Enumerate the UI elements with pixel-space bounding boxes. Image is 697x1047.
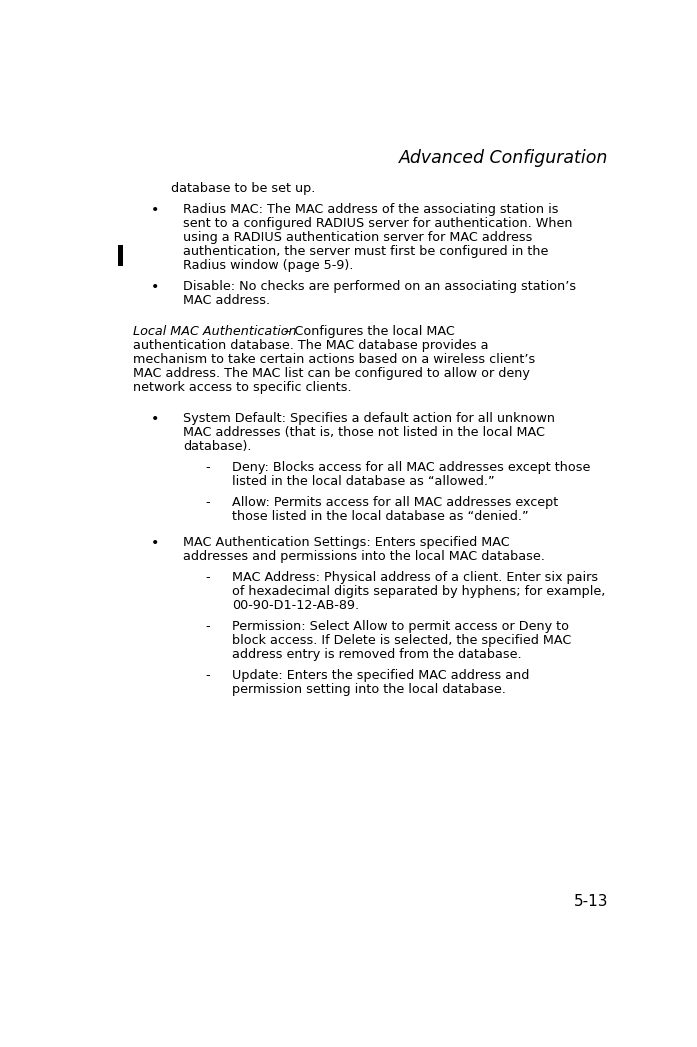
- Text: database to be set up.: database to be set up.: [171, 182, 315, 195]
- Text: database).: database).: [183, 440, 252, 453]
- Text: 00-90-D1-12-AB-89.: 00-90-D1-12-AB-89.: [232, 599, 359, 612]
- Text: authentication, the server must first be configured in the: authentication, the server must first be…: [183, 245, 549, 258]
- Text: -: -: [205, 620, 210, 633]
- Text: MAC Authentication Settings: Enters specified MAC: MAC Authentication Settings: Enters spec…: [183, 536, 510, 550]
- Text: using a RADIUS authentication server for MAC address: using a RADIUS authentication server for…: [183, 231, 533, 244]
- Text: permission setting into the local database.: permission setting into the local databa…: [232, 683, 506, 696]
- Text: System Default: Specifies a default action for all unknown: System Default: Specifies a default acti…: [183, 413, 556, 425]
- Text: -: -: [205, 669, 210, 682]
- Text: mechanism to take certain actions based on a wireless client’s: mechanism to take certain actions based …: [133, 353, 535, 366]
- Text: -: -: [205, 461, 210, 474]
- Text: addresses and permissions into the local MAC database.: addresses and permissions into the local…: [183, 550, 545, 563]
- Text: Deny: Blocks access for all MAC addresses except those: Deny: Blocks access for all MAC addresse…: [232, 461, 590, 474]
- Bar: [118, 245, 123, 266]
- Text: MAC Address: Physical address of a client. Enter six pairs: MAC Address: Physical address of a clien…: [232, 572, 598, 584]
- Text: Local MAC Authentication: Local MAC Authentication: [133, 326, 297, 338]
- Text: MAC addresses (that is, those not listed in the local MAC: MAC addresses (that is, those not listed…: [183, 426, 545, 439]
- Text: – Configures the local MAC: – Configures the local MAC: [280, 326, 455, 338]
- Text: Advanced Configuration: Advanced Configuration: [399, 149, 608, 168]
- Text: authentication database. The MAC database provides a: authentication database. The MAC databas…: [133, 339, 489, 352]
- Text: Update: Enters the specified MAC address and: Update: Enters the specified MAC address…: [232, 669, 529, 682]
- Text: •: •: [151, 280, 159, 294]
- Text: -: -: [205, 496, 210, 509]
- Text: •: •: [151, 536, 159, 551]
- Text: •: •: [151, 413, 159, 426]
- Text: Radius MAC: The MAC address of the associating station is: Radius MAC: The MAC address of the assoc…: [183, 203, 559, 216]
- Text: -: -: [205, 572, 210, 584]
- Text: •: •: [151, 203, 159, 217]
- Text: those listed in the local database as “denied.”: those listed in the local database as “d…: [232, 510, 528, 524]
- Text: listed in the local database as “allowed.”: listed in the local database as “allowed…: [232, 475, 494, 488]
- Text: of hexadecimal digits separated by hyphens; for example,: of hexadecimal digits separated by hyphe…: [232, 585, 605, 598]
- Text: Disable: No checks are performed on an associating station’s: Disable: No checks are performed on an a…: [183, 280, 576, 293]
- Text: MAC address.: MAC address.: [183, 293, 270, 307]
- Text: Permission: Select Allow to permit access or Deny to: Permission: Select Allow to permit acces…: [232, 620, 569, 633]
- Text: block access. If Delete is selected, the specified MAC: block access. If Delete is selected, the…: [232, 634, 572, 647]
- Text: MAC address. The MAC list can be configured to allow or deny: MAC address. The MAC list can be configu…: [133, 366, 530, 380]
- Text: 5-13: 5-13: [574, 894, 608, 909]
- Text: sent to a configured RADIUS server for authentication. When: sent to a configured RADIUS server for a…: [183, 217, 573, 230]
- Text: Radius window (page 5-9).: Radius window (page 5-9).: [183, 259, 353, 271]
- Text: Allow: Permits access for all MAC addresses except: Allow: Permits access for all MAC addres…: [232, 496, 558, 509]
- Text: address entry is removed from the database.: address entry is removed from the databa…: [232, 648, 521, 661]
- Text: network access to specific clients.: network access to specific clients.: [133, 381, 352, 394]
